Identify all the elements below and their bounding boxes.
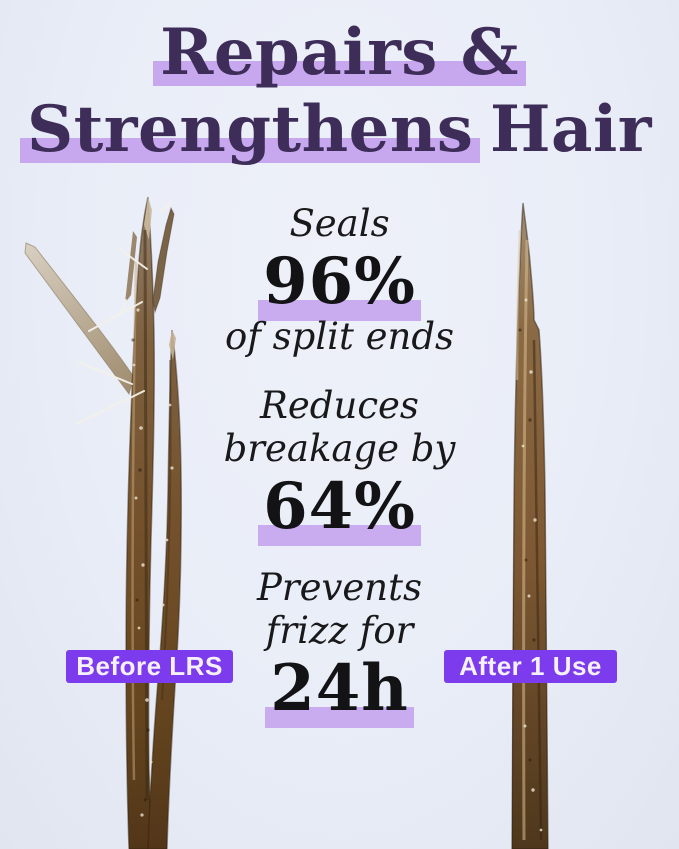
stat-split-ends-tail: of split ends — [224, 315, 455, 358]
stat-frizz-number: 24h — [0, 651, 679, 728]
stat-frizz-lead-line1: Prevents — [257, 566, 422, 609]
title-line1-text: Repairs & — [153, 15, 526, 90]
before-label-badge: Before LRS — [66, 650, 233, 683]
title-line1: Repairs & — [0, 14, 679, 91]
title-line2-rest-text: Hair — [490, 92, 652, 167]
stat-breakage-lead-line1: Reduces — [260, 384, 419, 427]
repaired-hair-image — [511, 202, 549, 849]
stat-breakage-lead-line2: breakage by — [223, 427, 456, 470]
stat-breakage: Reduces breakage by 64% — [0, 384, 679, 546]
before-label-text: Before LRS — [76, 651, 223, 681]
title-line2: Strengthens Hair — [0, 91, 679, 168]
damaged-hair-image — [24, 196, 182, 849]
stat-frizz-value: 24h — [265, 651, 414, 728]
stat-breakage-value: 64% — [258, 469, 421, 546]
title-line2-highlighted-text: Strengthens — [20, 92, 481, 167]
stat-frizz-lead-line2: frizz for — [265, 609, 414, 652]
after-label-text: After 1 Use — [459, 651, 602, 681]
after-label-badge: After 1 Use — [444, 650, 617, 683]
page-title: Repairs & Strengthens Hair — [0, 14, 679, 168]
stat-split-ends-lead: Seals — [289, 202, 390, 245]
stat-frizz: Prevents frizz for 24h — [0, 566, 679, 728]
stat-breakage-number: 64% — [0, 469, 679, 546]
stat-split-ends-number: 96% — [0, 244, 679, 321]
stat-split-ends: Seals 96% of split ends — [0, 202, 679, 358]
stat-split-ends-value: 96% — [258, 244, 421, 321]
